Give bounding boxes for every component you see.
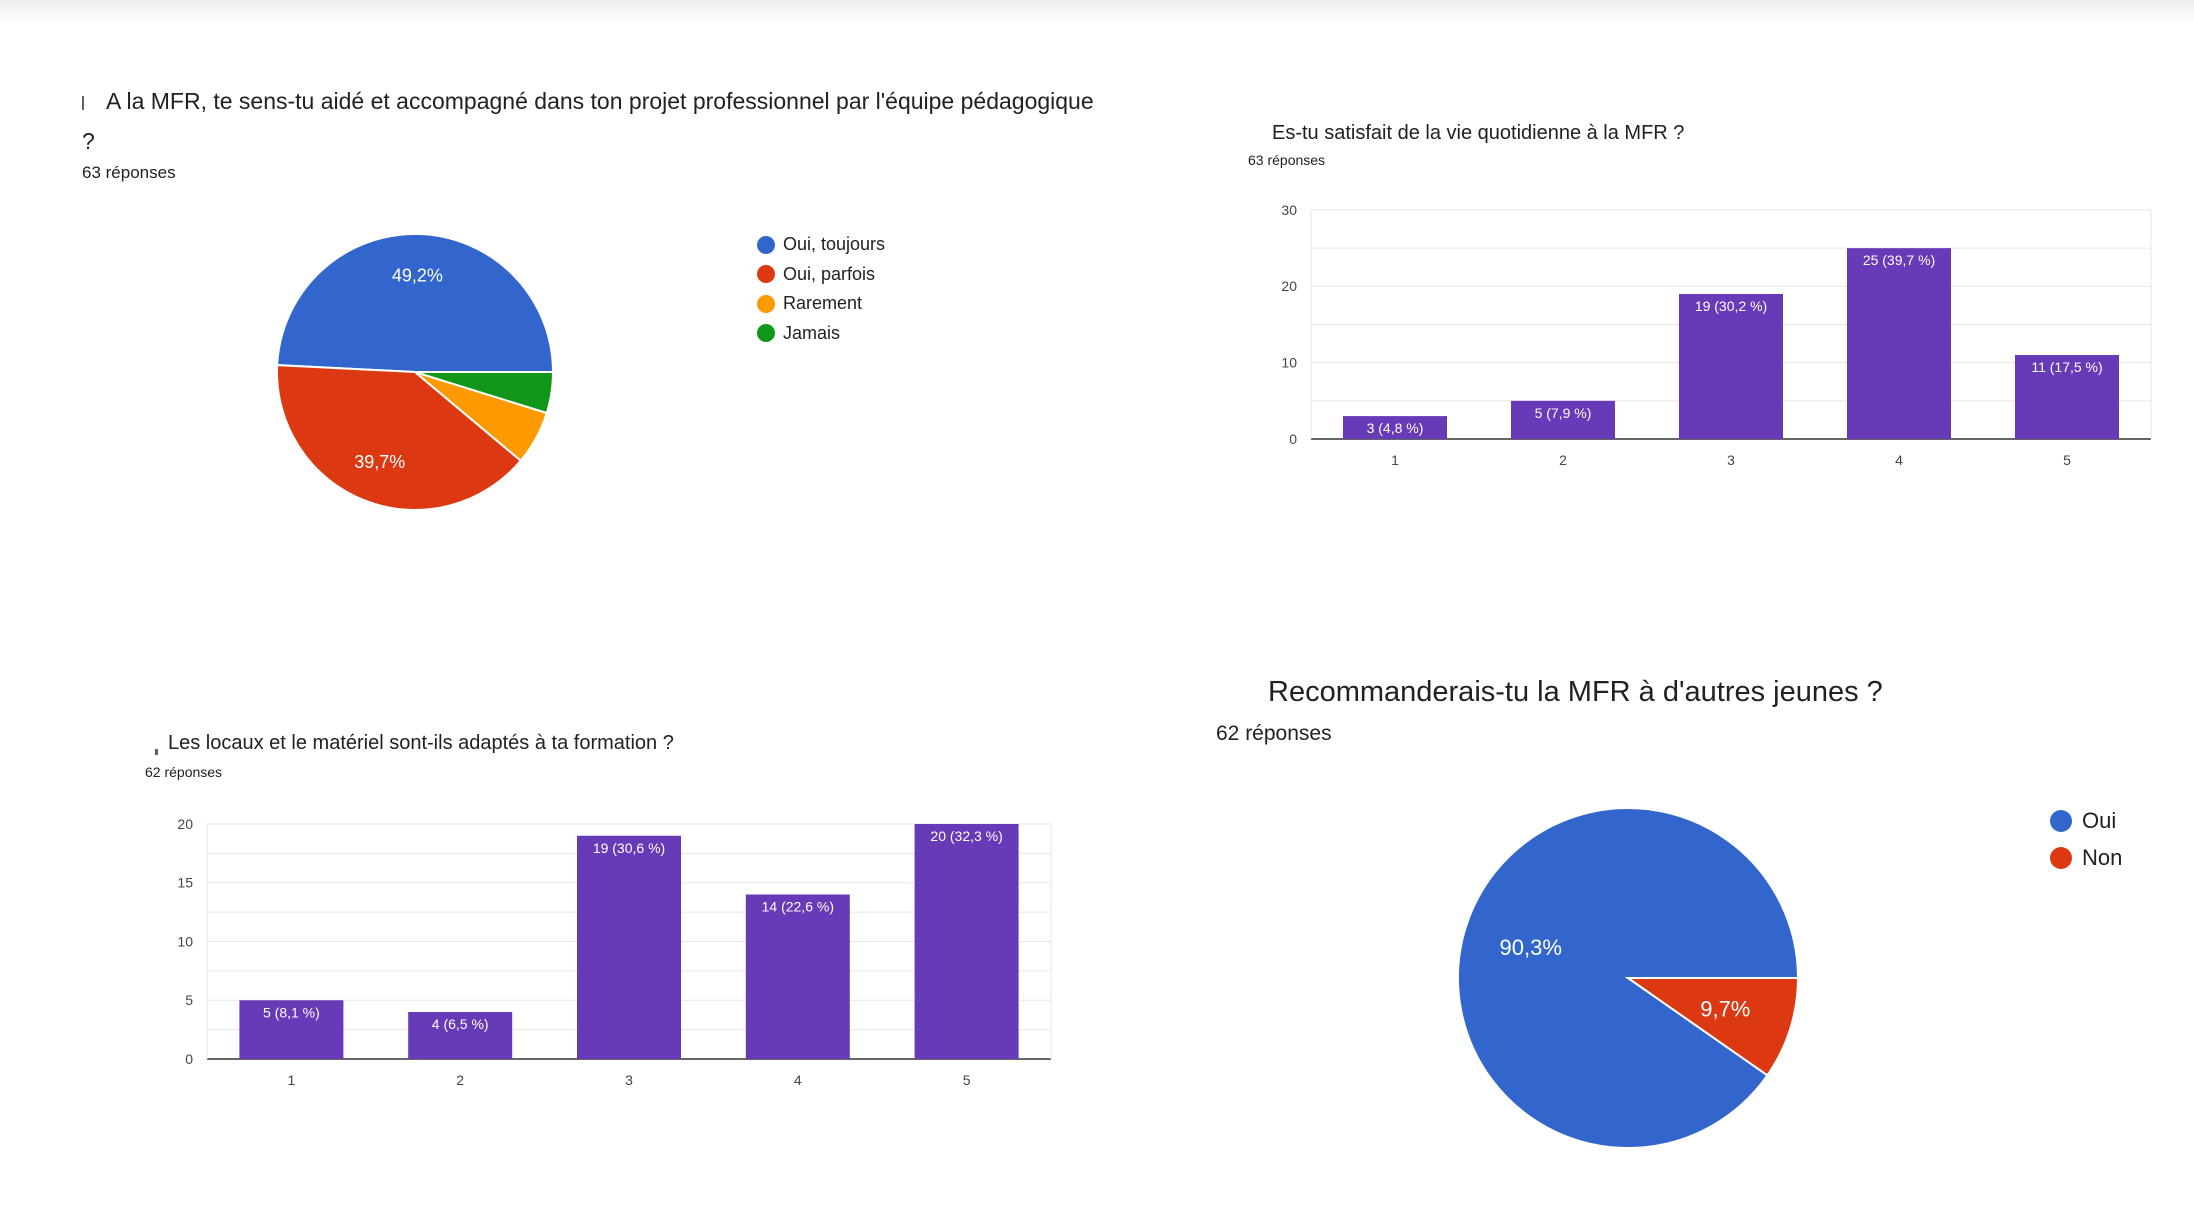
slice-label: 9,7% — [1700, 996, 1750, 1021]
bar-chart: 0 10 20 30 3 (4,8 %) 1 5 (7,9 %) 2 19 (30,2 %) 3 2… — [1281, 202, 2152, 468]
y-tick-label: 5 — [185, 992, 193, 1008]
pie-chart: 49,2% 39,7% — [276, 233, 555, 511]
bar-data-label: 5 (8,1 %) — [263, 1004, 320, 1020]
x-tick-label: 1 — [1391, 452, 1399, 468]
bar-data-label: 25 (39,7 %) — [1863, 252, 1935, 268]
pie-slice-oui-toujours — [276, 233, 555, 373]
legend-label: Non — [2082, 844, 2123, 870]
chart-legend: Oui Non — [2050, 802, 2122, 876]
x-tick-label: 1 — [288, 1072, 296, 1088]
legend-item-oui-toujours: Oui, toujours — [757, 230, 885, 260]
slice-label: 90,3% — [1500, 935, 1562, 960]
chart-panel-premises: Les locaux et le matériel sont-ils adapt… — [0, 600, 1200, 1224]
pie-slice-jamais — [414, 371, 555, 415]
x-tick-label: 3 — [1727, 452, 1735, 468]
y-tick-label: 20 — [1281, 278, 1297, 294]
x-tick-label: 5 — [963, 1072, 971, 1088]
bar-4 — [1847, 248, 1951, 439]
legend-swatch — [757, 265, 775, 284]
chart-title-cont: ? — [82, 128, 95, 154]
top-shadow — [0, 0, 2194, 26]
chart-panel-recommendation: Recommanderais-tu la MFR à d'autres jeun… — [1200, 600, 2194, 1224]
bar-data-label: 20 (32,3 %) — [930, 828, 1002, 844]
y-tick-label: 15 — [177, 875, 193, 891]
bar-2 — [408, 1012, 513, 1059]
chart-title: Recommanderais-tu la MFR à d'autres jeun… — [1268, 676, 1883, 708]
bar-data-label: 4 (6,5 %) — [432, 1016, 489, 1032]
chart-legend: Oui, toujours Oui, parfois Rarement Jamais — [757, 230, 885, 348]
bar-1 — [1343, 416, 1447, 439]
bar-data-label: 19 (30,6 %) — [593, 840, 665, 856]
legend-swatch — [2050, 846, 2072, 869]
response-count: 62 réponses — [145, 764, 223, 780]
legend-swatch — [757, 294, 775, 313]
bar-3 — [1679, 293, 1783, 439]
bar-3 — [577, 835, 681, 1059]
bar-5 — [2015, 355, 2119, 439]
bar-chart: 0 5 10 15 20 5 (8,1 %) 1 4 (6,5 %) 2 19 (30,6 %) 3… — [177, 816, 1052, 1088]
y-tick-label: 10 — [177, 933, 193, 949]
y-tick-label: 10 — [1281, 355, 1297, 371]
legend-swatch — [2050, 809, 2072, 832]
bar-data-label: 11 (17,5 %) — [2031, 359, 2102, 375]
legend-item-non: Non — [2050, 839, 2122, 876]
y-tick-label: 30 — [1281, 202, 1297, 218]
bar-data-label: 3 (4,8 %) — [1367, 420, 1424, 436]
response-count: 63 réponses — [82, 163, 176, 182]
response-count: 62 réponses — [1216, 722, 1332, 745]
chart-title: A la MFR, te sens-tu aidé et accompagné … — [82, 88, 1094, 115]
pie-slice-oui-parfois — [276, 364, 523, 511]
x-tick-label: 4 — [794, 1072, 802, 1088]
response-count: 63 réponses — [1248, 152, 1326, 168]
x-tick-label: 4 — [1895, 452, 1903, 468]
bar-data-label: 19 (30,2 %) — [1695, 298, 1767, 314]
x-tick-label: 3 — [625, 1072, 633, 1088]
pie-chart: 90,3% 9,7% — [1457, 807, 1800, 1149]
legend-label: Oui, toujours — [783, 234, 886, 255]
x-tick-label: 2 — [1559, 452, 1567, 468]
legend-item-oui-parfois: Oui, parfois — [757, 260, 885, 290]
legend-swatch — [757, 324, 775, 343]
bar-1 — [239, 1000, 344, 1059]
legend-label: Oui — [2082, 807, 2117, 833]
legend-item-oui: Oui — [2050, 802, 2122, 839]
bar-data-label: 14 (22,6 %) — [762, 899, 834, 915]
x-tick-label: 2 — [456, 1072, 464, 1088]
pie-slice-non — [1624, 977, 1800, 1077]
chart-panel-daily-life: Es-tu satisfait de la vie quotidienne à … — [1200, 0, 2194, 600]
x-tick-label: 5 — [2063, 452, 2071, 468]
chart-title: Es-tu satisfait de la vie quotidienne à … — [1272, 122, 1685, 144]
legend-item-jamais: Jamais — [757, 319, 885, 349]
y-tick-label: 20 — [177, 816, 193, 832]
legend-label: Rarement — [783, 293, 863, 314]
legend-label: Jamais — [783, 322, 841, 343]
legend-item-rarement: Rarement — [757, 289, 885, 319]
bar-data-label: 5 (7,9 %) — [1535, 405, 1592, 421]
bar-2 — [1511, 400, 1615, 439]
bar-4 — [745, 894, 850, 1059]
chart-panel-accompaniment: A la MFR, te sens-tu aidé et accompagné … — [0, 0, 1200, 600]
legend-swatch — [757, 235, 775, 254]
slice-label: 49,2% — [392, 266, 443, 286]
bar-5 — [914, 824, 1019, 1059]
legend-label: Oui, parfois — [783, 263, 876, 284]
y-tick-label: 0 — [185, 1051, 193, 1067]
chart-title: Les locaux et le matériel sont-ils adapt… — [155, 732, 674, 755]
slice-label: 39,7% — [354, 452, 405, 472]
y-tick-label: 0 — [1289, 431, 1297, 447]
